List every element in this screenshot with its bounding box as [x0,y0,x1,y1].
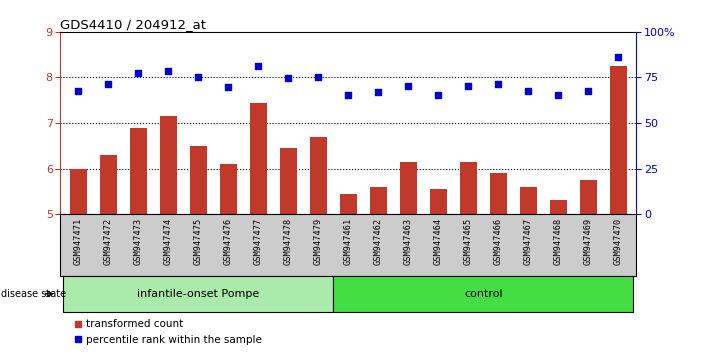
Text: GSM947467: GSM947467 [524,217,533,264]
Text: control: control [464,289,503,299]
Bar [370,187,387,214]
Legend: transformed count, percentile rank within the sample: transformed count, percentile rank withi… [69,315,266,349]
Text: GSM947466: GSM947466 [494,217,503,264]
Bar [250,103,267,214]
Bar [100,155,117,214]
Text: GSM947462: GSM947462 [374,217,383,264]
Point [223,85,234,90]
Bar [160,116,176,214]
Bar [400,162,417,214]
Bar [490,173,507,214]
Point [102,81,114,87]
Bar [190,146,207,214]
Text: GSM947476: GSM947476 [224,217,233,264]
Point [523,88,534,94]
Bar [340,194,357,214]
Bar [130,127,146,214]
Text: GSM947465: GSM947465 [464,217,473,264]
Bar [220,164,237,214]
Bar [333,276,634,312]
Bar [520,187,537,214]
Point [313,74,324,79]
Bar [430,189,447,214]
Point [343,92,354,98]
Text: GSM947474: GSM947474 [164,217,173,264]
Point [73,88,84,94]
Point [252,63,264,69]
Bar [70,169,87,214]
Text: GSM947475: GSM947475 [194,217,203,264]
Point [402,83,414,88]
Point [283,75,294,81]
Text: GSM947469: GSM947469 [584,217,593,264]
Bar [280,148,296,214]
Point [493,81,504,87]
Text: GSM947464: GSM947464 [434,217,443,264]
Text: GSM947478: GSM947478 [284,217,293,264]
Text: GSM947477: GSM947477 [254,217,263,264]
Text: GSM947470: GSM947470 [614,217,623,264]
Point [433,92,444,98]
Text: GSM947463: GSM947463 [404,217,413,264]
Text: GDS4410 / 204912_at: GDS4410 / 204912_at [60,18,206,31]
Bar [580,180,597,214]
Text: GSM947472: GSM947472 [104,217,113,264]
Point [552,92,564,98]
Text: GSM947468: GSM947468 [554,217,563,264]
Point [163,68,174,73]
Text: infantile-onset Pompe: infantile-onset Pompe [137,289,260,299]
Text: GSM947479: GSM947479 [314,217,323,264]
Bar [460,162,476,214]
Bar [550,200,567,214]
Point [583,88,594,94]
Point [463,83,474,88]
Bar [610,66,626,214]
Text: disease state: disease state [1,289,66,299]
Text: GSM947461: GSM947461 [344,217,353,264]
Point [613,54,624,60]
Text: GSM947473: GSM947473 [134,217,143,264]
Point [193,75,204,80]
Text: GSM947471: GSM947471 [74,217,83,264]
Point [133,70,144,76]
Bar [63,276,333,312]
Bar [310,137,326,214]
Point [373,89,384,95]
